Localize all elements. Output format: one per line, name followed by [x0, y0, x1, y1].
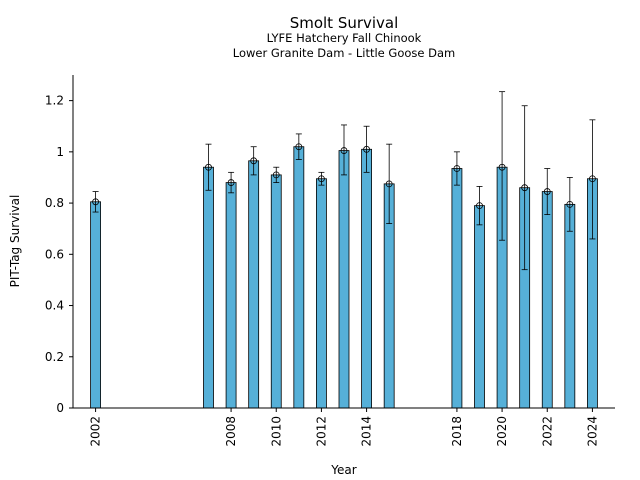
point-marker-2011: [295, 143, 303, 151]
point-marker-2022: [543, 188, 551, 195]
error-bars: [92, 91, 596, 271]
error-bar-2014: [363, 125, 370, 173]
y-tick-label: 1: [56, 145, 64, 159]
error-bar-2007: [205, 143, 212, 191]
chart-title: Smolt Survival: [290, 14, 399, 32]
point-marker-2015: [385, 180, 393, 188]
error-bar-2010: [272, 166, 280, 183]
bar-2018: [451, 168, 463, 409]
bar-2008: [225, 182, 237, 409]
bar-2022: [541, 191, 553, 409]
error-bar-2019: [476, 186, 483, 226]
point-marker-2008: [227, 179, 235, 186]
point-marker-2010: [272, 171, 280, 179]
x-tick-label: 2010: [269, 416, 283, 447]
point-marker-2018: [453, 165, 461, 172]
point-marker-2009: [250, 157, 258, 165]
point-marker-2012: [318, 175, 325, 183]
x-tick-label: 2012: [314, 416, 328, 447]
bar-2010: [270, 174, 282, 409]
error-bar-2002: [92, 191, 99, 213]
y-tick-label: 0.8: [45, 196, 64, 210]
error-bar-2011: [295, 133, 303, 160]
bar-2002: [90, 201, 101, 409]
error-bar-2008: [227, 171, 235, 194]
error-bar-2021: [521, 105, 529, 271]
point-marker-2002: [92, 198, 99, 206]
bar-2007: [203, 166, 214, 409]
point-marker-2007: [205, 163, 212, 171]
error-bar-2020: [498, 91, 506, 241]
y-tick-label: 0.6: [45, 247, 64, 261]
y-tick-label: 0.2: [45, 350, 64, 364]
error-bar-2015: [385, 143, 393, 224]
bars: [90, 146, 598, 409]
point-marker-2013: [340, 147, 348, 154]
point-marker-2019: [476, 202, 483, 210]
bar-2014: [361, 148, 372, 409]
x-tick-label: 2022: [540, 416, 554, 447]
error-bar-2023: [566, 177, 574, 232]
y-tick-label: 0.4: [45, 299, 64, 313]
axes: 0 0.2 0.4 0.6 0.8 1 1.2 2002 2008 2010 2012 2014 201…: [45, 75, 615, 447]
x-tick-label: 2024: [585, 416, 599, 447]
bar-2012: [316, 178, 327, 409]
y-tick-label: 0: [56, 401, 64, 415]
point-marker-2021: [521, 184, 529, 192]
point-marker-2014: [363, 145, 370, 153]
error-bar-2012: [318, 171, 325, 186]
bar-2011: [293, 146, 305, 409]
x-tick-label: 2014: [360, 416, 374, 447]
y-tick-label: 1.2: [45, 94, 64, 108]
x-tick-label: 2008: [224, 416, 238, 447]
error-bar-2018: [453, 151, 461, 186]
error-bar-2024: [589, 119, 596, 240]
chart-subtitle-2: Lower Granite Dam - Little Goose Dam: [233, 46, 455, 60]
error-bar-2009: [250, 146, 258, 176]
x-tick-label: 2018: [450, 416, 464, 447]
x-axis-label: Year: [330, 463, 356, 477]
error-bar-2013: [340, 124, 348, 176]
bar-2009: [248, 160, 260, 409]
bar-2019: [474, 205, 485, 409]
error-bar-2022: [543, 168, 551, 216]
point-marker-2024: [589, 175, 596, 183]
point-marker-2020: [498, 163, 506, 171]
point-marker-2023: [566, 200, 574, 208]
bar-2023: [564, 203, 576, 409]
y-axis-label: PIT-Tag Survival: [8, 195, 22, 288]
chart-subtitle-1: LYFE Hatchery Fall Chinook: [267, 31, 422, 45]
bar-2013: [338, 150, 350, 409]
x-tick-label: 2002: [89, 416, 103, 447]
x-tick-label: 2020: [495, 416, 509, 447]
